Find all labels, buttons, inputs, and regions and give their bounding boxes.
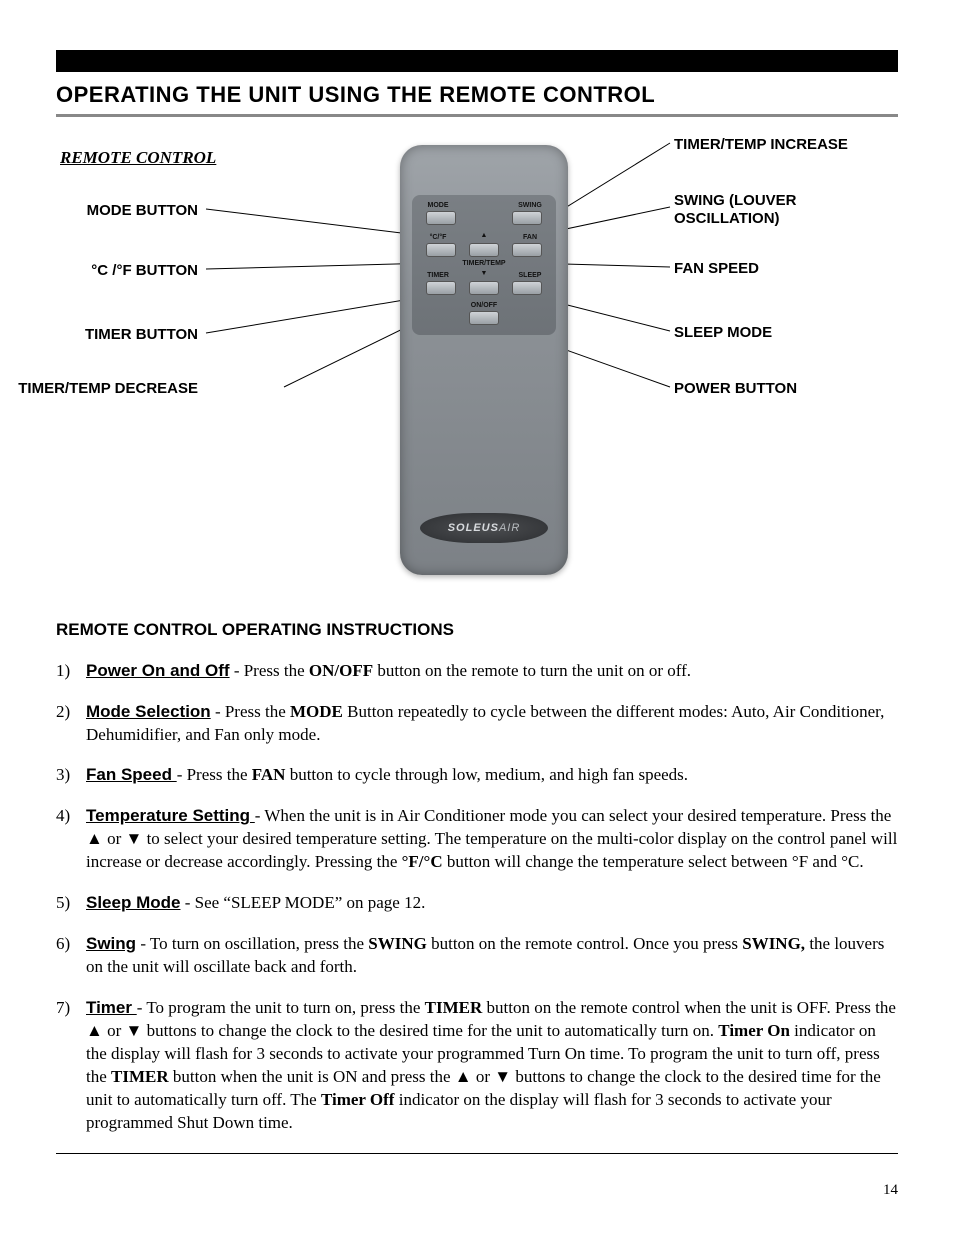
- step-text: - See “SLEEP MODE” on page 12.: [180, 893, 425, 912]
- step-number: 4): [56, 805, 86, 874]
- step-body: Sleep Mode - See “SLEEP MODE” on page 12…: [86, 892, 898, 915]
- lbl-down: ▼: [464, 269, 504, 278]
- instruction-item: 7)Timer - To program the unit to turn on…: [56, 997, 898, 1135]
- lbl-up: ▲: [464, 231, 504, 240]
- btn-swing: [512, 211, 542, 225]
- step-name: Timer: [86, 998, 137, 1017]
- lbl-timer: TIMER: [418, 271, 458, 280]
- callout-cf: °C /°F BUTTON: [91, 261, 198, 281]
- step-text: - Press the FAN button to cycle through …: [177, 765, 688, 784]
- step-text: - To program the unit to turn on, press …: [86, 998, 896, 1132]
- instruction-item: 4)Temperature Setting - When the unit is…: [56, 805, 898, 874]
- remote-button-panel: MODE SWING °C/°F ▲ FAN TIMER/TEMP TIMER …: [412, 195, 556, 335]
- btn-onoff: [469, 311, 499, 325]
- lbl-sleep: SLEEP: [510, 271, 550, 280]
- btn-up: [469, 243, 499, 257]
- step-number: 2): [56, 701, 86, 747]
- callout-power: POWER BUTTON: [674, 379, 797, 399]
- step-body: Timer - To program the unit to turn on, …: [86, 997, 898, 1135]
- btn-fan: [512, 243, 542, 257]
- step-name: Mode Selection: [86, 702, 211, 721]
- lbl-cf: °C/°F: [418, 233, 458, 242]
- btn-sleep: [512, 281, 542, 295]
- remote-body: MODE SWING °C/°F ▲ FAN TIMER/TEMP TIMER …: [400, 145, 568, 575]
- lbl-mode: MODE: [418, 201, 458, 210]
- remote-diagram: REMOTE CONTROL MODE BUTTON °C /°F BUTTON…: [56, 135, 898, 605]
- step-number: 3): [56, 764, 86, 787]
- step-body: Temperature Setting - When the unit is i…: [86, 805, 898, 874]
- section-title: OPERATING THE UNIT USING THE REMOTE CONT…: [56, 80, 898, 117]
- logo-main: SOLEUS: [448, 522, 499, 534]
- lbl-tt: TIMER/TEMP: [452, 259, 516, 268]
- step-number: 5): [56, 892, 86, 915]
- header-black-bar: [56, 50, 898, 72]
- step-name: Temperature Setting: [86, 806, 255, 825]
- remote-logo: SOLEUSAIR: [420, 513, 548, 543]
- instruction-item: 2)Mode Selection - Press the MODE Button…: [56, 701, 898, 747]
- btn-cf: [426, 243, 456, 257]
- step-body: Mode Selection - Press the MODE Button r…: [86, 701, 898, 747]
- diagram-subtitle: REMOTE CONTROL: [60, 147, 216, 170]
- instruction-item: 3)Fan Speed - Press the FAN button to cy…: [56, 764, 898, 787]
- step-body: Fan Speed - Press the FAN button to cycl…: [86, 764, 898, 787]
- callout-ttdec: TIMER/TEMP DECREASE: [18, 379, 198, 399]
- step-name: Sleep Mode: [86, 893, 180, 912]
- step-name: Power On and Off: [86, 661, 230, 680]
- callout-swing2: OSCILLATION): [674, 209, 780, 229]
- callout-sleep: SLEEP MODE: [674, 323, 772, 343]
- lbl-onoff: ON/OFF: [464, 301, 504, 310]
- btn-down: [469, 281, 499, 295]
- instruction-item: 6)Swing - To turn on oscillation, press …: [56, 933, 898, 979]
- step-text: - To turn on oscillation, press the SWIN…: [86, 934, 884, 976]
- instructions-heading: REMOTE CONTROL OPERATING INSTRUCTIONS: [56, 619, 898, 642]
- step-number: 7): [56, 997, 86, 1135]
- page-number: 14: [56, 1180, 898, 1200]
- callout-mode: MODE BUTTON: [87, 201, 198, 221]
- logo-suffix: AIR: [499, 522, 520, 534]
- instruction-item: 5)Sleep Mode - See “SLEEP MODE” on page …: [56, 892, 898, 915]
- lbl-swing: SWING: [510, 201, 550, 210]
- step-number: 1): [56, 660, 86, 683]
- step-body: Power On and Off - Press the ON/OFF butt…: [86, 660, 898, 683]
- btn-mode: [426, 211, 456, 225]
- instruction-item: 1)Power On and Off - Press the ON/OFF bu…: [56, 660, 898, 683]
- step-name: Fan Speed: [86, 765, 177, 784]
- bottom-rule: [56, 1153, 898, 1154]
- callout-timer: TIMER BUTTON: [85, 325, 198, 345]
- btn-timer: [426, 281, 456, 295]
- lbl-fan: FAN: [510, 233, 550, 242]
- callout-ttinc: TIMER/TEMP INCREASE: [674, 135, 848, 155]
- callout-fan: FAN SPEED: [674, 259, 759, 279]
- step-text: - Press the ON/OFF button on the remote …: [230, 661, 691, 680]
- instruction-list: 1)Power On and Off - Press the ON/OFF bu…: [56, 660, 898, 1135]
- step-body: Swing - To turn on oscillation, press th…: [86, 933, 898, 979]
- step-name: Swing: [86, 934, 136, 953]
- step-number: 6): [56, 933, 86, 979]
